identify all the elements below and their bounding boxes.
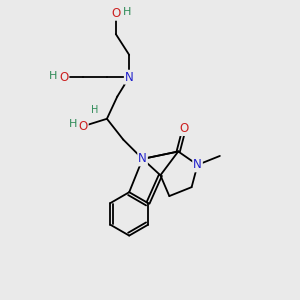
Text: N: N — [125, 71, 134, 84]
Text: N: N — [138, 152, 147, 165]
Text: N: N — [193, 158, 202, 171]
Text: H: H — [49, 71, 57, 81]
Text: H: H — [91, 106, 98, 116]
Text: O: O — [59, 71, 68, 84]
Text: H: H — [68, 119, 77, 129]
Text: O: O — [111, 7, 120, 20]
Text: O: O — [79, 120, 88, 133]
Text: H: H — [123, 7, 131, 17]
Text: O: O — [180, 122, 189, 135]
